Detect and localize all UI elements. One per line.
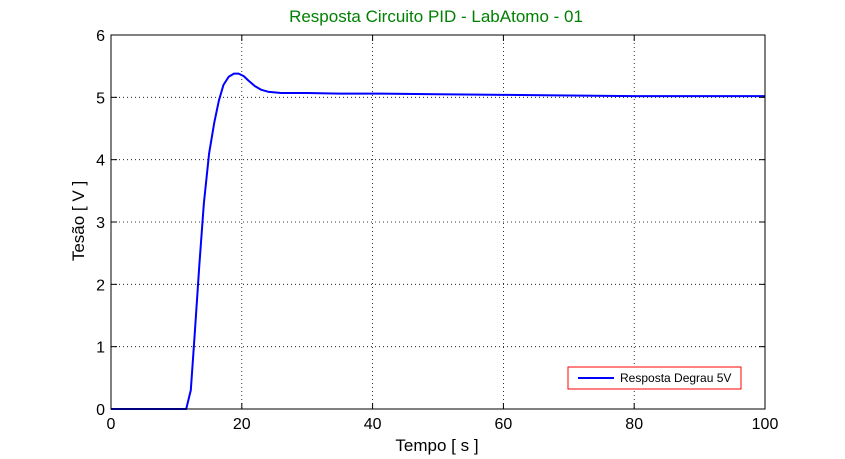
- y-axis-label: Tesão [ V ]: [69, 181, 88, 261]
- grid: [111, 35, 765, 409]
- legend: Resposta Degrau 5V: [567, 366, 742, 390]
- x-tick-label: 100: [752, 416, 779, 433]
- x-axis-label: Tempo [ s ]: [395, 436, 478, 455]
- series-line-resposta-degrau: [111, 72, 765, 410]
- series-layer: [111, 72, 765, 410]
- ticks: 0 20 40 60 80 100 0 1 2 3 4 5 6: [96, 28, 778, 433]
- chart-title: Resposta Circuito PID - LabAtomo - 01: [289, 7, 583, 26]
- x-tick-label: 40: [364, 416, 382, 433]
- x-tick-label: 80: [625, 416, 643, 433]
- plot-frame: [110, 34, 766, 410]
- x-tick-label: 0: [107, 416, 116, 433]
- legend-label: Resposta Degrau 5V: [620, 371, 731, 385]
- y-tick-label: 5: [96, 90, 105, 107]
- x-tick-label: 20: [233, 416, 251, 433]
- y-tick-label: 6: [96, 28, 105, 45]
- y-tick-label: 3: [96, 215, 105, 232]
- y-tick-label: 1: [96, 340, 105, 357]
- y-tick-label: 0: [96, 402, 105, 419]
- legend-box: [567, 366, 742, 390]
- y-tick-label: 4: [96, 153, 105, 170]
- x-tick-label: 60: [495, 416, 513, 433]
- y-tick-label: 2: [96, 277, 105, 294]
